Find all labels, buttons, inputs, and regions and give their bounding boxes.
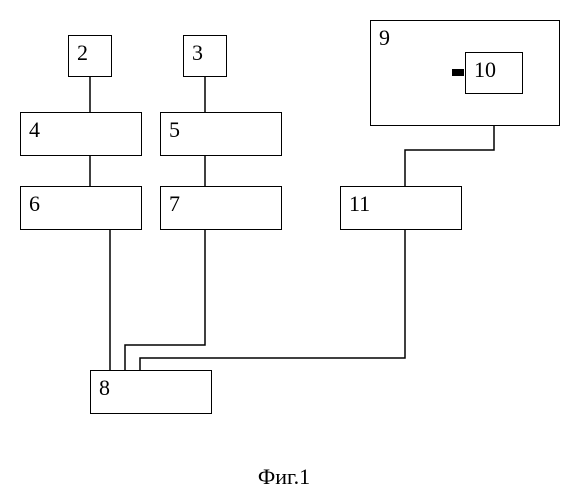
block-3: 3 — [183, 35, 227, 77]
edge-n7-n8 — [125, 230, 205, 370]
block-8: 8 — [90, 370, 212, 414]
block-6: 6 — [20, 186, 142, 230]
block-10-label: 10 — [474, 57, 496, 83]
block-5-label: 5 — [169, 117, 180, 143]
block-2: 2 — [68, 35, 112, 77]
edge-n11-n8 — [140, 230, 405, 370]
block-11: 11 — [340, 186, 462, 230]
block-10: 10 — [465, 52, 523, 94]
block-4-label: 4 — [29, 117, 40, 143]
connector-tick — [452, 69, 464, 76]
block-4: 4 — [20, 112, 142, 156]
block-6-label: 6 — [29, 191, 40, 217]
block-7: 7 — [160, 186, 282, 230]
figure-caption: Фиг.1 — [258, 464, 310, 490]
block-11-label: 11 — [349, 191, 370, 217]
block-5: 5 — [160, 112, 282, 156]
block-8-label: 8 — [99, 375, 110, 401]
block-2-label: 2 — [77, 40, 88, 66]
block-9-label: 9 — [379, 25, 390, 51]
block-3-label: 3 — [192, 40, 203, 66]
block-7-label: 7 — [169, 191, 180, 217]
